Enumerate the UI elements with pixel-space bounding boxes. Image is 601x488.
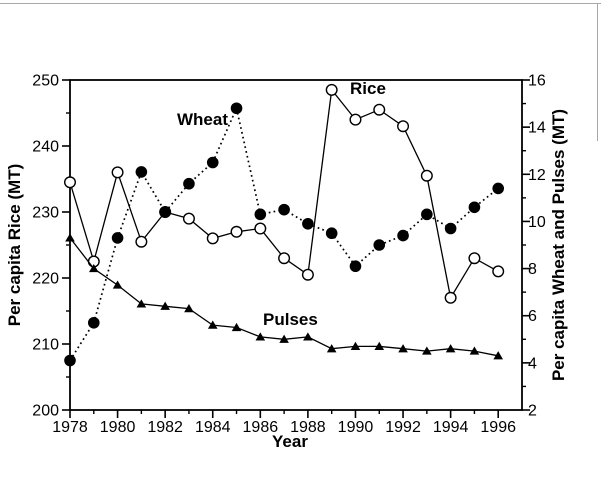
x-tick-label: 1988 [290,419,326,436]
pulses-filled-triangle-marker [112,280,123,289]
wheat-filled-circle-marker [159,206,171,218]
rice-open-circle-marker [420,169,433,182]
rice-open-circle-marker [444,291,457,304]
pulses-filled-triangle-marker [326,344,337,353]
pulses-filled-triangle-marker [445,344,456,353]
x-tick-label: 1992 [385,419,421,436]
rice-open-circle-marker [230,225,243,238]
pulses-series-label: Pulses [263,310,318,329]
right-tick-label: 6 [528,308,537,325]
pulses-filled-triangle-marker [374,341,385,350]
rice-open-circle-marker [206,232,219,245]
x-tick-label: 1996 [480,419,516,436]
wheat-filled-circle-marker [254,208,267,221]
rice-open-circle-marker [492,265,505,278]
wheat-filled-circle-marker [325,227,338,240]
wheat-filled-circle-marker [444,222,457,235]
rice-open-circle-marker [278,252,291,265]
x-tick-label: 1986 [243,419,279,436]
right-tick-label: 10 [528,214,546,231]
x-tick-label: 1980 [100,419,136,436]
rice-open-circle-marker [254,222,267,235]
wheat-filled-circle-marker [230,102,243,115]
wheat-filled-circle-marker [111,232,124,244]
pulses-filled-triangle-marker [207,320,218,329]
right-tick-label: 16 [528,73,546,90]
pulses-filled-triangle-marker [255,332,266,341]
right-axis-title: Per capita Wheat and Pulses (MT) [549,109,568,381]
x-tick-label: 1994 [433,419,469,436]
wheat-filled-circle-marker [87,316,100,329]
pulses-filled-triangle-marker [350,341,361,350]
rice-open-circle-marker [397,120,410,133]
x-axis: 1978 1980 1982 1984 1986 1988 1990 1992 1994 1996 [52,410,516,436]
x-tick-label: 1982 [147,419,183,436]
pulses-filled-triangle-marker [279,334,289,343]
wheat-filled-circle-marker [421,208,433,221]
wheat-filled-circle-marker [183,177,195,190]
wheat-filled-circle-marker [373,239,386,251]
x-tick-label: 1984 [195,419,231,436]
pulses-filled-triangle-marker [160,301,170,310]
wheat-filled-circle-marker [468,201,481,214]
rice-open-circle-marker [325,83,338,96]
series-wheat [64,102,505,367]
left-tick-label: 230 [32,205,59,222]
window-border-top [0,3,601,4]
left-tick-label: 210 [32,337,59,354]
wheat-filled-circle-marker [302,217,314,230]
wheat-filled-circle-marker [135,166,148,178]
pulses-filled-triangle-marker [422,346,432,355]
pulses-filled-triangle-marker [303,332,313,341]
wheat-filled-circle-marker [64,354,76,367]
rice-open-circle-marker [111,166,124,179]
wheat-series-label: Wheat [177,110,228,129]
left-tick-label: 250 [32,73,59,90]
pulses-filled-triangle-marker [493,351,504,360]
pulses-filled-triangle-marker [88,263,99,273]
pulses-filled-triangle-marker [469,346,480,355]
x-axis-title: Year [272,432,308,451]
right-tick-label: 14 [528,120,546,137]
pulses-filled-triangle-marker [398,344,408,353]
x-tick-label: 1978 [52,419,88,436]
pulses-filled-triangle-marker [184,304,194,313]
rice-open-circle-marker [301,268,314,281]
series-pulses [65,233,504,360]
pulses-filled-triangle-marker [65,233,75,242]
pulses-filled-triangle-marker [231,322,242,332]
x-tick-label: 1990 [338,419,374,436]
left-axis-title: Per capita Rice (MT) [5,164,24,327]
wheat-filled-circle-marker [397,229,409,242]
rice-open-circle-marker [349,113,362,126]
right-tick-label: 12 [528,167,546,184]
window-border-right [597,3,598,141]
right-axis: 2 4 6 8 10 12 14 16 [522,73,546,420]
rice-open-circle-marker [63,176,76,189]
pulses-filled-triangle-marker [136,299,147,308]
right-tick-label: 8 [528,261,537,278]
rice-open-circle-marker [468,252,481,265]
right-tick-label: 2 [528,403,537,420]
wheat-filled-circle-marker [492,182,505,195]
rice-open-circle-marker [373,103,386,116]
rice-open-circle-marker [135,235,148,248]
series-rice [63,83,505,304]
left-tick-label: 240 [32,139,59,156]
left-tick-label: 220 [32,271,59,288]
left-tick-label: 200 [32,403,59,420]
wheat-filled-circle-marker [349,260,362,273]
rice-line [69,88,499,300]
left-axis: 200 210 220 230 240 250 [32,73,70,420]
rice-series-label: Rice [350,79,386,98]
wheat-filled-circle-marker [278,203,290,216]
rice-open-circle-marker [182,212,195,225]
right-tick-label: 4 [528,355,537,372]
wheat-filled-circle-marker [206,156,219,169]
